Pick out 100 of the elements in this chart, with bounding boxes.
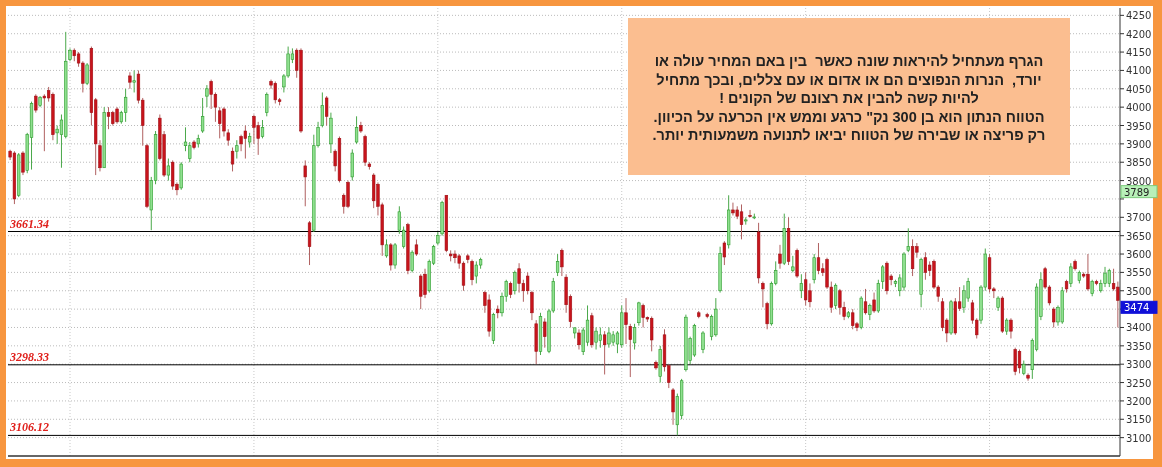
candlestick [123,88,128,123]
candlestick [799,273,803,299]
candlestick [179,161,183,191]
candlestick [260,119,265,139]
candlestick [470,259,474,286]
candlestick [230,147,235,172]
candlestick [910,238,915,277]
candlestick [833,282,838,310]
candlestick [778,244,782,270]
y-tick-label: 3150 [1126,414,1152,426]
candlestick [200,97,205,134]
annotation: רק פריצה או שבירה של הטווח יביאו לתנועה משמעותית יותר. [651,126,1047,145]
candlestick [1069,262,1073,288]
candlestick [598,326,602,349]
candlestick [132,69,136,93]
candlestick [739,203,744,240]
candlestick [389,242,393,272]
candlestick [1107,268,1111,288]
candlestick [624,297,628,345]
candlestick [671,387,675,426]
candlestick [423,268,427,299]
candlestick [1017,349,1022,374]
candlestick [128,71,132,90]
candlestick [419,273,423,310]
candlestick [851,308,855,330]
candlestick [1103,266,1107,288]
y-tick-label: 3800 [1126,175,1152,187]
y-tick-label: 3200 [1126,395,1152,407]
candlestick [209,79,213,110]
y-tick-label: 3550 [1126,267,1152,279]
candlestick [517,262,521,294]
candlestick [748,209,752,218]
candlestick [923,251,928,281]
ref-line-label: 3298.33 [9,349,49,364]
candlestick [218,106,222,139]
candlestick [303,159,307,207]
candlestick [701,330,705,354]
candlestick [641,303,645,328]
candlestick [354,115,359,145]
candlestick [166,158,171,182]
candlestick [838,288,842,316]
candlestick [1086,253,1090,292]
candlestick [577,328,581,351]
candlestick [594,326,598,351]
candlestick [34,93,38,114]
candlestick [1116,281,1120,328]
candlestick [410,249,414,273]
candlestick [1026,372,1030,382]
candlestick [603,330,607,375]
annotation: להיות קשה להבין את רצונם של הקונים ! [718,89,980,108]
price-tag: 3789 [1120,185,1158,199]
price-tag: 3474 [1120,300,1158,314]
candlestick [881,264,885,290]
candlestick [346,180,350,209]
candlestick [812,253,816,284]
candlestick [325,95,329,127]
candlestick [1052,306,1056,328]
y-tick-label: 4250 [1126,10,1152,22]
candlestick [731,202,735,216]
y-tick-label: 3250 [1126,377,1152,389]
y-tick-label: 3700 [1126,212,1152,224]
y-tick-label: 3300 [1126,359,1152,371]
candlestick [808,282,812,308]
candlestick [265,91,269,117]
candlestick [722,240,727,266]
candlestick [1009,317,1013,339]
y-tick-label: 4200 [1126,28,1152,40]
candlestick [252,113,256,145]
candlestick [21,150,25,176]
y-tick-label: 4150 [1126,47,1152,59]
candlestick [453,249,457,264]
candlestick [188,141,192,163]
candlestick [607,326,611,349]
candlestick [243,125,247,160]
annotation: הטווח הנתון הוא בן 300 נק" כרגע וממש אין הכרעה על הכיוון. [652,107,1046,126]
candlestick [513,270,517,295]
y-tick-label: 3350 [1126,340,1152,352]
y-tick-label: 4100 [1126,65,1152,77]
y-tick-label: 4000 [1126,102,1152,114]
y-tick-label: 3950 [1126,120,1152,132]
y-tick-label: 4050 [1126,83,1152,95]
candlestick [1013,347,1017,376]
y-tick-label: 3650 [1126,230,1152,242]
candlestick [235,139,239,160]
y-tick-label: 3900 [1126,138,1152,150]
candlestick [962,284,966,314]
y-tick-label: 3600 [1126,249,1152,261]
y-tick-label: 3850 [1126,157,1152,169]
ref-line-label: 3661.34 [9,216,49,231]
candlestick [106,106,111,130]
candlestick [350,148,354,182]
candlestick [632,323,637,351]
candlestick [543,317,547,349]
candlestick [85,62,89,86]
candlestick [530,290,534,321]
candlestick [804,271,808,306]
candlestick [555,253,560,277]
candlestick [384,238,389,259]
annotation: הגרף מעתחיל להיראות שונה כאשר בין באם המחיר עולה או [653,52,1045,71]
candlestick [906,227,910,253]
